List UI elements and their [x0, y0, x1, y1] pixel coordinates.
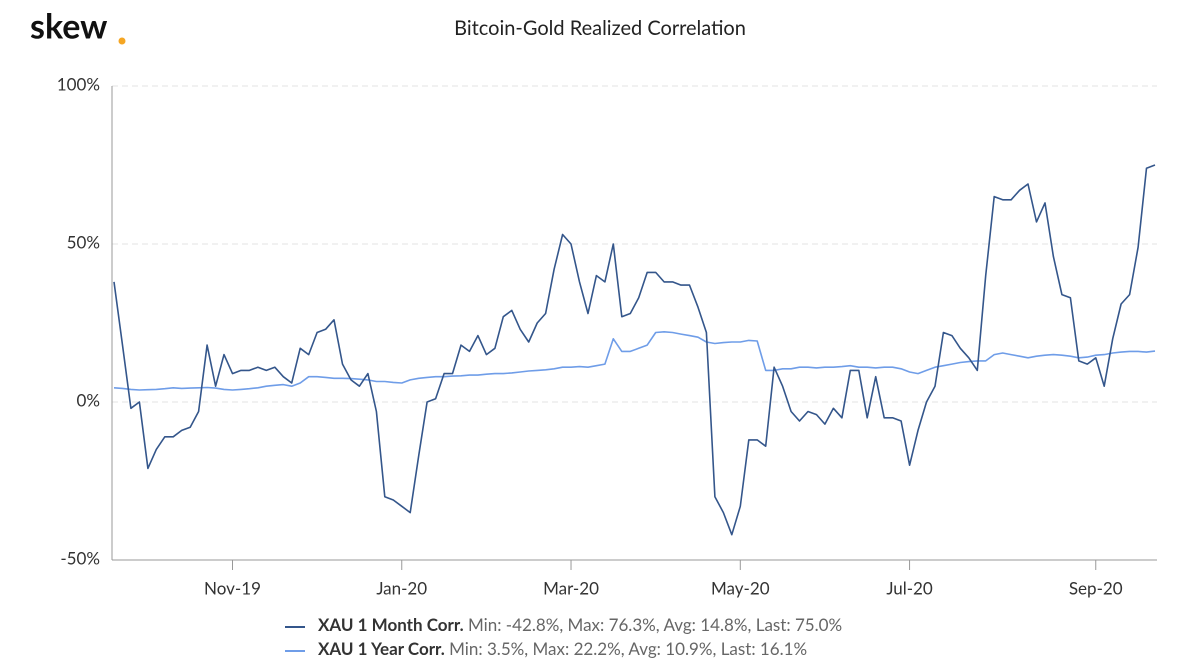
legend-name: XAU 1 Year Corr.: [318, 638, 445, 659]
y-tick-label: -50%: [60, 547, 100, 568]
logo-dot: [118, 37, 126, 45]
x-tick-label: Mar-20: [543, 577, 599, 598]
x-tick-label: Nov-19: [204, 577, 261, 598]
x-tick-label: Jan-20: [376, 577, 427, 598]
legend-entry: XAU 1 Year Corr. Min: 3.5%, Max: 22.2%, …: [318, 638, 807, 659]
series-line: [113, 331, 1156, 391]
x-tick-label: Jul-20: [886, 577, 933, 598]
series-line: [113, 164, 1156, 536]
logo: skew: [30, 6, 107, 47]
legend-name: XAU 1 Month Corr.: [318, 614, 464, 635]
x-tick-label: May-20: [711, 577, 770, 598]
legend-entry: XAU 1 Month Corr. Min: -42.8%, Max: 76.3…: [318, 614, 842, 635]
chart-title: Bitcoin-Gold Realized Correlation: [454, 16, 746, 40]
legend-stats: Min: 3.5%, Max: 22.2%, Avg: 10.9%, Last:…: [449, 638, 807, 659]
y-tick-label: 50%: [67, 231, 100, 252]
x-tick-label: Sep-20: [1069, 577, 1123, 598]
y-tick-label: 100%: [57, 73, 100, 94]
y-tick-label: 0%: [77, 389, 101, 410]
legend-stats: Min: -42.8%, Max: 76.3%, Avg: 14.8%, Las…: [468, 614, 842, 635]
